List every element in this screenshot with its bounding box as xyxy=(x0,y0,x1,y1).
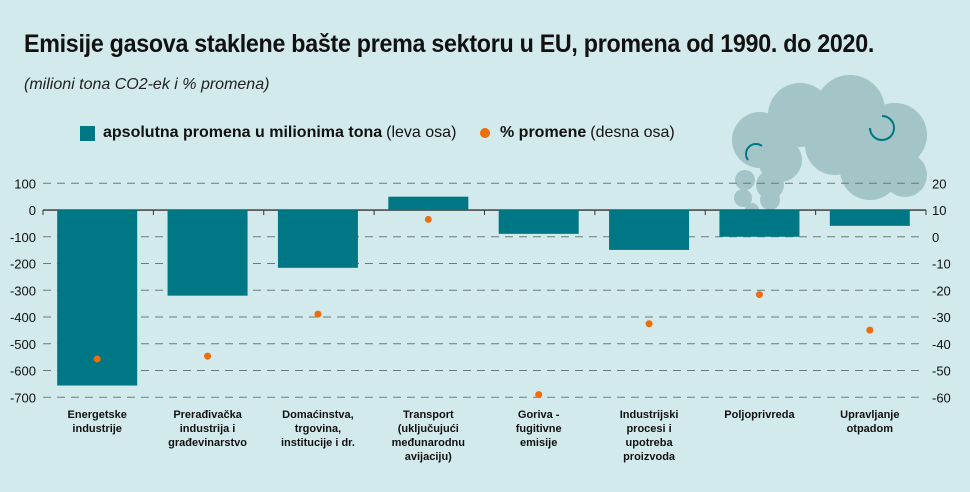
cloud-icon xyxy=(732,75,927,217)
category-label: industrija i xyxy=(180,423,236,435)
category-label: građevinarstvo xyxy=(168,437,247,449)
category-label: Upravljanje xyxy=(840,409,899,421)
right-tick-label: 20 xyxy=(932,176,946,191)
legend-bar-swatch xyxy=(80,125,95,141)
legend-dot-swatch xyxy=(480,128,490,138)
category-label: Industrijski xyxy=(620,409,679,421)
category-label: Goriva - xyxy=(518,409,560,421)
left-tick-label: -300 xyxy=(10,283,36,298)
category-label: međunarodnu xyxy=(392,437,465,449)
category-label: upotreba xyxy=(626,437,674,449)
category-label: procesi i xyxy=(626,423,671,435)
bar xyxy=(277,210,358,268)
data-point xyxy=(535,391,543,399)
legend-dot: % promene (desna osa) xyxy=(480,124,675,142)
left-tick-label: -400 xyxy=(10,310,36,325)
category-label: institucije i dr. xyxy=(281,437,355,449)
left-tick-label: -100 xyxy=(10,230,36,245)
data-point xyxy=(645,320,653,328)
bar xyxy=(719,210,800,237)
bar xyxy=(388,196,469,211)
data-point xyxy=(755,291,763,299)
category-label: proizvoda xyxy=(623,451,676,463)
right-tick-label: -50 xyxy=(932,364,951,379)
category-label: emisije xyxy=(520,437,557,449)
category-label: fugitivne xyxy=(516,423,562,435)
left-tick-label: -500 xyxy=(10,337,36,352)
right-tick-label: 10 xyxy=(932,203,946,218)
legend-bar-label: apsolutna promena u milionima tona xyxy=(103,124,383,141)
category-label: Prerađivačka xyxy=(173,409,242,421)
category-label: trgovina, xyxy=(295,423,341,435)
left-tick-label: -600 xyxy=(10,364,36,379)
right-tick-label: -30 xyxy=(932,310,951,325)
right-tick-label: -20 xyxy=(932,283,951,298)
left-tick-label: -700 xyxy=(10,390,36,405)
legend-dot-label: % promene xyxy=(500,124,587,141)
right-tick-label: -40 xyxy=(932,337,951,352)
category-label: Poljoprivreda xyxy=(724,409,795,421)
bar xyxy=(498,210,579,234)
left-tick-label: 0 xyxy=(29,203,36,218)
data-point xyxy=(93,355,101,363)
bar xyxy=(609,210,690,250)
right-tick-label: -10 xyxy=(932,257,951,272)
right-tick-label: 0 xyxy=(932,230,939,245)
category-label: industrije xyxy=(72,423,122,435)
data-point xyxy=(314,310,322,318)
category-label: Domaćinstva, xyxy=(282,409,354,421)
bar xyxy=(167,210,248,296)
category-label: (uključujući xyxy=(398,423,459,435)
category-label: otpadom xyxy=(847,423,894,435)
left-tick-label: 100 xyxy=(14,176,36,191)
bar xyxy=(829,210,910,226)
right-tick-label: -60 xyxy=(932,390,951,405)
category-label: avijaciju) xyxy=(405,451,452,463)
data-point xyxy=(424,215,432,223)
category-label: Energetske xyxy=(68,409,127,421)
data-point xyxy=(866,326,874,334)
left-tick-label: -200 xyxy=(10,257,36,272)
data-point xyxy=(204,352,212,360)
chart-subtitle: (milioni tona CO2-ek i % promena) xyxy=(24,76,270,93)
category-label: Transport xyxy=(403,409,454,421)
chart-title: Emisije gasova staklene bašte prema sekt… xyxy=(24,30,875,58)
legend-dot-axis: (desna osa) xyxy=(590,124,675,141)
legend-bar-axis: (leva osa) xyxy=(386,124,457,141)
legend-bar: apsolutna promena u milionima tona (leva… xyxy=(80,124,456,142)
